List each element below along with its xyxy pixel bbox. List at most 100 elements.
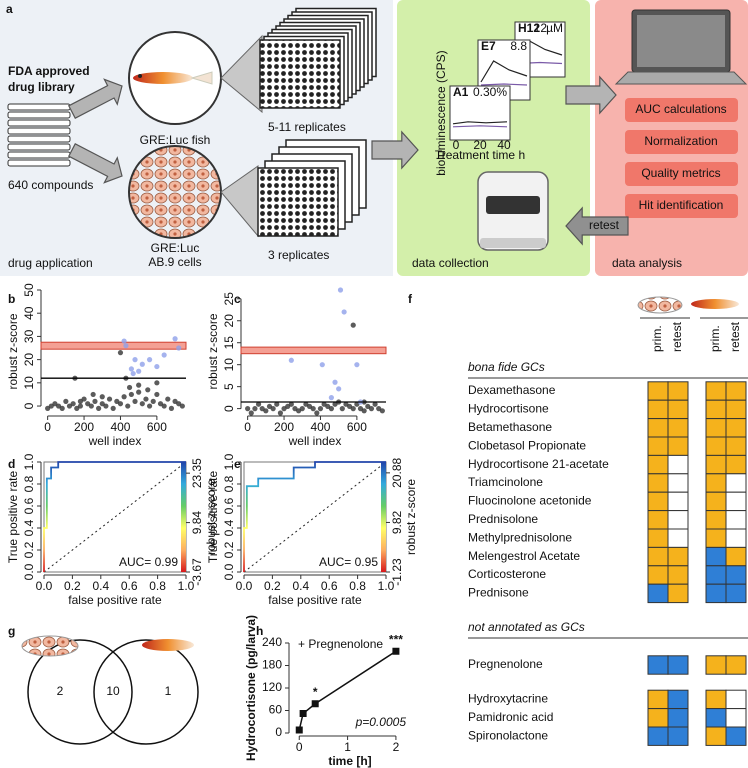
panel-label: f xyxy=(408,292,413,306)
point xyxy=(179,403,185,409)
point xyxy=(88,403,94,409)
compound-name: Pregnenolone xyxy=(468,657,543,671)
result-cell xyxy=(647,510,669,530)
stage-label: data analysis xyxy=(612,256,682,270)
point xyxy=(341,309,347,315)
point xyxy=(154,363,160,370)
result-cell xyxy=(725,689,747,710)
result-cell xyxy=(705,381,727,401)
point xyxy=(128,366,134,372)
compound-name: Hydroxytacrine xyxy=(468,692,548,706)
y-tick-label: 10 xyxy=(22,376,36,390)
y-tick-label: 20 xyxy=(22,353,36,367)
y-tick-label: 30 xyxy=(22,329,36,343)
fish-eye xyxy=(138,74,142,78)
result-cell xyxy=(647,454,669,475)
mini-well: A1 xyxy=(453,85,469,99)
dish-icon xyxy=(637,296,683,314)
point xyxy=(336,386,342,392)
y-tick-label: 0.2 xyxy=(22,541,36,558)
mini-well: H12 xyxy=(518,21,540,35)
point xyxy=(154,380,160,386)
result-cell xyxy=(647,583,669,604)
analysis-step xyxy=(625,162,738,186)
compound-name: Clobetasol Propionate xyxy=(468,438,586,452)
panel-label: d xyxy=(8,457,15,471)
y-tick-label: 0 xyxy=(222,405,236,412)
color-bar xyxy=(181,462,186,572)
y-tick-label: 0.2 xyxy=(222,541,236,558)
compound-name: Hydrocortisone xyxy=(468,402,549,416)
result-cell xyxy=(725,726,747,746)
point xyxy=(106,396,113,402)
point xyxy=(255,401,262,407)
cells-label: GRE:Luc xyxy=(151,241,200,255)
y-axis-label: robust z-score xyxy=(206,313,220,389)
y-tick-label: 50 xyxy=(22,283,36,297)
hit-band xyxy=(40,341,187,350)
point xyxy=(59,405,65,411)
point xyxy=(63,398,69,404)
result-cell xyxy=(667,381,689,401)
result-cell xyxy=(647,399,669,420)
x-tick-label: 0.6 xyxy=(321,579,338,593)
arrow xyxy=(67,78,123,120)
result-cell xyxy=(647,418,669,438)
luminometer-slot xyxy=(486,196,540,214)
result-cell xyxy=(705,655,727,675)
result-cell xyxy=(667,583,689,604)
color-bar xyxy=(381,462,386,572)
stage-label: drug application xyxy=(8,256,93,270)
result-cell xyxy=(725,491,747,512)
y-axis-label: True positive rate xyxy=(206,471,220,564)
point xyxy=(70,401,76,407)
x-tick-label: 200 xyxy=(74,420,94,434)
analysis-step-label: Quality metrics xyxy=(641,166,720,180)
y2-tick-label: 9.84 xyxy=(190,511,204,535)
point xyxy=(77,398,84,404)
point xyxy=(123,343,129,349)
arrow xyxy=(67,142,123,184)
x-tick-label: 0.2 xyxy=(64,579,81,593)
point xyxy=(288,357,294,363)
x-tick-label: 0.8 xyxy=(149,579,166,593)
x-tick-label: 0 xyxy=(296,740,303,754)
point xyxy=(361,408,367,414)
y-tick-label: 1.0 xyxy=(222,453,236,470)
y-tick-label: 10 xyxy=(222,358,236,372)
result-cell xyxy=(647,689,669,710)
result-cell xyxy=(647,546,669,567)
y-tick-label: 0.8 xyxy=(22,475,36,492)
column-header: prim. xyxy=(650,325,664,352)
panel-label: b xyxy=(8,292,15,306)
plate xyxy=(259,39,341,109)
x-tick-label: 400 xyxy=(310,420,330,434)
y2-tick-label: 20.88 xyxy=(390,458,404,488)
result-cell xyxy=(647,655,669,675)
fish-tail xyxy=(190,71,213,85)
result-cell xyxy=(647,491,669,512)
result-cell xyxy=(725,583,747,604)
roc-curve xyxy=(243,461,386,572)
retest-label: retest xyxy=(589,218,620,232)
mini-trace xyxy=(480,60,528,83)
fish-label: GRE:Luc fish xyxy=(140,133,211,147)
result-cell xyxy=(647,726,669,746)
result-cell xyxy=(667,491,689,512)
y-tick-label: 40 xyxy=(22,306,36,320)
result-cell xyxy=(667,510,689,530)
point xyxy=(245,406,251,412)
point xyxy=(392,647,400,655)
x-tick-label: 0.0 xyxy=(236,579,253,593)
x-tick-label: 600 xyxy=(347,420,367,434)
point xyxy=(139,401,145,407)
result-cell xyxy=(647,565,669,585)
point xyxy=(270,406,276,412)
x-tick-label: 200 xyxy=(274,420,294,434)
result-cell xyxy=(705,436,727,456)
point-label: *** xyxy=(389,632,403,646)
venn-count: 1 xyxy=(165,684,172,698)
analysis-step-label: Hit identification xyxy=(639,198,724,212)
y-tick-label: 0.6 xyxy=(222,497,236,514)
result-cell xyxy=(705,689,727,710)
